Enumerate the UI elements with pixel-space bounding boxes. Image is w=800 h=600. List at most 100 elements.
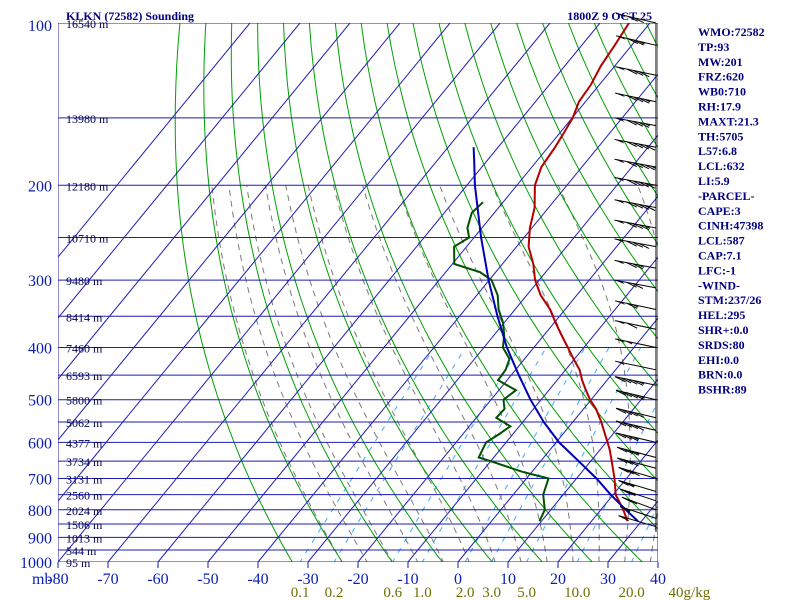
barb-flag (614, 139, 625, 144)
barb-staff (615, 360, 657, 371)
dry-adiabat (174, 23, 293, 562)
temperature-tick-label: -30 (297, 571, 318, 588)
barb-full (625, 490, 636, 497)
barb-full (621, 421, 633, 428)
wind-barb (614, 176, 657, 189)
moist-adiabat (285, 185, 444, 562)
wind-barb (614, 259, 657, 270)
moist-adiabat (307, 185, 470, 562)
barb-half (638, 264, 645, 268)
wind-barb (615, 35, 657, 46)
chart-title: KLKN (72582) Sounding (66, 9, 194, 23)
barb-full (627, 38, 639, 45)
series-lines (453, 23, 639, 522)
barb-flag (614, 199, 625, 204)
temperature-tick-label: -40 (247, 571, 268, 588)
barb-staff (614, 219, 657, 229)
isotherm-line (58, 23, 501, 562)
barb-full (632, 120, 644, 127)
barb-full (628, 449, 639, 456)
barb-flag (615, 66, 626, 71)
barb-full (615, 389, 627, 396)
isotherm-line (257, 73, 658, 562)
barb-full (626, 141, 637, 148)
barb-full (638, 163, 650, 170)
mixing-ratio-line (631, 504, 658, 562)
barb-full (619, 488, 631, 495)
wind-barb (614, 117, 657, 128)
barb-full (616, 446, 628, 453)
barb-half (650, 165, 657, 170)
barb-half (638, 381, 645, 385)
pressure-tick-label: 300 (28, 273, 52, 290)
height-label: 1506 m (66, 518, 103, 532)
barb-full (632, 96, 644, 103)
isotherm-line (58, 23, 251, 258)
pressure-tick-label: 500 (28, 393, 52, 410)
mixing-ratio-label: 40g/kg (669, 585, 711, 600)
mixing-ratio-label: 1.0 (413, 585, 432, 600)
wind-barb (615, 320, 657, 330)
barb-full (626, 322, 638, 329)
stats-line: BSHR:89 (698, 383, 747, 397)
barb-half (644, 225, 651, 229)
barb-staff (615, 13, 657, 24)
temperature-tick-label: 0 (454, 571, 462, 588)
stats-line: HEL:295 (698, 308, 745, 322)
barb-flag (614, 280, 625, 285)
temperature-tick-labels: -80 -70 -60 -50 -40 -30 -20 -10 0 10 20 30 40 (47, 562, 666, 588)
temperature-tick-label: 40 (650, 571, 666, 588)
wind-barb (615, 13, 657, 24)
barb-full (632, 379, 644, 386)
barb-half (644, 99, 651, 103)
stats-line: CAPE:3 (698, 204, 741, 218)
barb-full (638, 224, 650, 231)
barb-flag (615, 93, 626, 98)
barb-full (622, 448, 634, 455)
stats-line: LCL:587 (698, 234, 745, 248)
pressure-tick-label: 800 (28, 503, 52, 520)
height-label: 8414 m (66, 310, 103, 324)
barb-half (626, 340, 633, 345)
barb-full (623, 468, 635, 475)
stats-line: LI:5.9 (698, 174, 730, 188)
height-label: 9480 m (66, 274, 103, 288)
dry-adiabat (516, 23, 658, 293)
barb-flag (614, 159, 625, 164)
temperature-tick-label: -70 (97, 571, 118, 588)
barb-half (632, 304, 639, 308)
height-label: 5062 m (66, 416, 103, 430)
wind-barb (614, 238, 657, 249)
height-label: 544 m (66, 544, 97, 558)
barb-full (644, 144, 656, 151)
barb-flag (614, 220, 625, 225)
barb-full (632, 180, 644, 187)
barb-full (638, 181, 650, 188)
barb-full (638, 243, 650, 249)
wind-barbs (614, 13, 657, 532)
barb-full (626, 179, 637, 186)
wind-barb (618, 466, 657, 479)
barb-half (639, 40, 645, 45)
pressure-tick-labels: 100 200 300 400 500 600 700 800 900 1000 (20, 18, 52, 572)
height-label: 13980 m (66, 112, 109, 126)
temperature-tick-label: -10 (397, 571, 418, 588)
height-label: 10710 m (66, 231, 109, 245)
isotherm-line (107, 23, 551, 562)
moist-adiabat (362, 185, 522, 562)
barb-full (633, 412, 644, 418)
barb-full (633, 424, 644, 431)
mixing-ratio-label: 0.1 (291, 585, 310, 600)
barb-full (644, 182, 656, 189)
wind-barb (621, 496, 657, 511)
stats-line: BRN:0.0 (698, 368, 742, 382)
barb-full (614, 376, 626, 383)
barb-full (618, 479, 629, 486)
wind-barb (614, 138, 657, 151)
temperature-tick-label: -80 (47, 571, 68, 588)
stats-line: MW:201 (698, 55, 743, 69)
barb-full (626, 498, 638, 505)
wind-barb (615, 420, 657, 431)
barb-full (638, 143, 650, 150)
